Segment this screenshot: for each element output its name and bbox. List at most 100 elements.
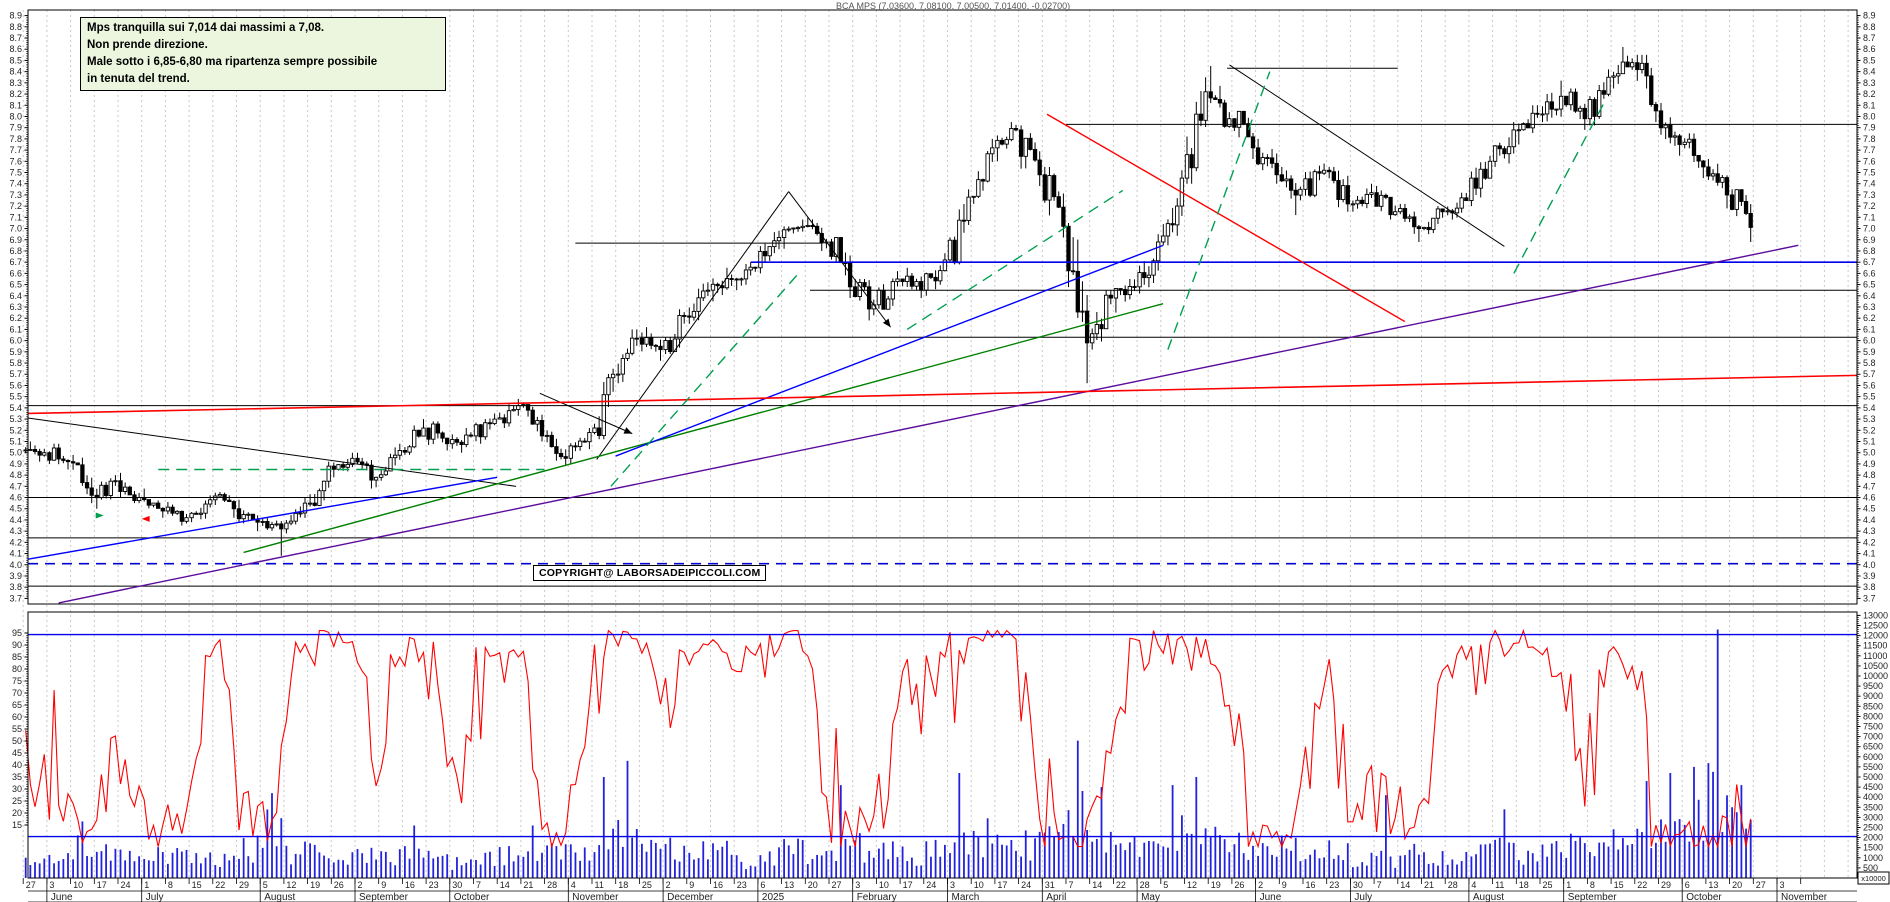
- svg-text:19: 19: [1211, 880, 1221, 890]
- svg-text:November: November: [1781, 892, 1828, 902]
- svg-text:3.7: 3.7: [1863, 593, 1876, 603]
- svg-text:35: 35: [12, 772, 22, 782]
- svg-text:16: 16: [713, 880, 723, 890]
- svg-text:8000: 8000: [1863, 711, 1883, 721]
- svg-text:24: 24: [121, 880, 131, 890]
- svg-text:50: 50: [12, 736, 22, 746]
- svg-text:26: 26: [1234, 880, 1244, 890]
- svg-text:7.4: 7.4: [9, 179, 22, 189]
- svg-text:10: 10: [974, 880, 984, 890]
- svg-text:2000: 2000: [1863, 833, 1883, 843]
- svg-text:6.2: 6.2: [9, 313, 22, 323]
- svg-text:7.8: 7.8: [9, 134, 22, 144]
- svg-text:60: 60: [12, 712, 22, 722]
- svg-text:5.5: 5.5: [1863, 392, 1876, 402]
- svg-text:70: 70: [12, 688, 22, 698]
- svg-text:12: 12: [1187, 880, 1197, 890]
- svg-text:7.7: 7.7: [1863, 145, 1876, 155]
- svg-text:3.7: 3.7: [9, 593, 22, 603]
- svg-text:May: May: [1141, 892, 1160, 902]
- svg-text:5: 5: [263, 880, 268, 890]
- svg-text:1500: 1500: [1863, 843, 1883, 853]
- svg-text:26: 26: [334, 880, 344, 890]
- svg-text:7.5: 7.5: [1863, 168, 1876, 178]
- svg-text:8.5: 8.5: [1863, 55, 1876, 65]
- svg-text:7.6: 7.6: [1863, 156, 1876, 166]
- svg-text:11: 11: [595, 880, 604, 890]
- svg-text:4.8: 4.8: [9, 470, 22, 480]
- svg-text:80: 80: [12, 664, 22, 674]
- svg-text:6.0: 6.0: [1863, 336, 1876, 346]
- svg-text:6.3: 6.3: [9, 302, 22, 312]
- svg-text:3: 3: [49, 880, 54, 890]
- svg-text:4.9: 4.9: [1863, 459, 1876, 469]
- svg-text:7: 7: [1069, 880, 1074, 890]
- svg-text:July: July: [146, 892, 164, 902]
- svg-text:2: 2: [1258, 880, 1263, 890]
- svg-text:5.5: 5.5: [9, 392, 22, 402]
- svg-text:3.9: 3.9: [9, 571, 22, 581]
- svg-text:7.4: 7.4: [1863, 179, 1876, 189]
- svg-text:September: September: [359, 892, 409, 902]
- svg-text:95: 95: [12, 628, 22, 638]
- svg-text:9: 9: [689, 880, 694, 890]
- svg-text:8.7: 8.7: [9, 33, 22, 43]
- svg-text:6000: 6000: [1863, 752, 1883, 762]
- svg-text:30: 30: [452, 880, 462, 890]
- svg-text:25: 25: [1543, 880, 1553, 890]
- svg-text:4: 4: [571, 880, 576, 890]
- svg-text:December: December: [667, 892, 714, 902]
- svg-text:February: February: [857, 892, 897, 902]
- svg-text:7.9: 7.9: [1863, 123, 1876, 133]
- svg-text:4: 4: [1471, 880, 1476, 890]
- svg-text:24: 24: [926, 880, 936, 890]
- svg-text:4.3: 4.3: [1863, 526, 1876, 536]
- svg-text:7.9: 7.9: [9, 123, 22, 133]
- svg-text:16: 16: [405, 880, 415, 890]
- svg-text:85: 85: [12, 652, 22, 662]
- svg-text:5000: 5000: [1863, 772, 1883, 782]
- svg-text:October: October: [454, 892, 490, 902]
- svg-text:5.7: 5.7: [1863, 369, 1876, 379]
- svg-text:4.5: 4.5: [1863, 504, 1876, 514]
- svg-text:8.2: 8.2: [1863, 89, 1876, 99]
- svg-text:65: 65: [12, 700, 22, 710]
- svg-text:25: 25: [642, 880, 652, 890]
- svg-text:13: 13: [1708, 880, 1718, 890]
- svg-text:4.0: 4.0: [1863, 560, 1876, 570]
- svg-text:10000: 10000: [1863, 671, 1888, 681]
- svg-text:6.5: 6.5: [1863, 280, 1876, 290]
- svg-text:20: 20: [1732, 880, 1742, 890]
- annotation-line: Male sotto i 6,85-6,80 ma ripartenza sem…: [87, 56, 378, 68]
- svg-text:8.6: 8.6: [1863, 44, 1876, 54]
- svg-text:24: 24: [1021, 880, 1031, 890]
- svg-text:5.1: 5.1: [1863, 436, 1876, 446]
- svg-text:25: 25: [12, 796, 22, 806]
- svg-text:9: 9: [381, 880, 386, 890]
- svg-text:29: 29: [239, 880, 249, 890]
- svg-text:6: 6: [760, 880, 765, 890]
- svg-text:x10000: x10000: [1861, 874, 1886, 883]
- svg-text:21: 21: [1424, 880, 1434, 890]
- svg-text:30: 30: [1353, 880, 1363, 890]
- svg-text:6.1: 6.1: [1863, 324, 1876, 334]
- svg-text:5.3: 5.3: [9, 414, 22, 424]
- svg-text:8.2: 8.2: [9, 89, 22, 99]
- svg-text:11000: 11000: [1863, 651, 1887, 661]
- copyright-badge: COPYRIGHT@ LABORSADEIPICCOLI.COM: [533, 565, 767, 581]
- svg-text:5.8: 5.8: [1863, 358, 1876, 368]
- svg-text:23: 23: [737, 880, 747, 890]
- svg-text:6500: 6500: [1863, 742, 1883, 752]
- svg-text:12000: 12000: [1863, 631, 1888, 641]
- svg-text:4.2: 4.2: [9, 537, 22, 547]
- svg-text:7.3: 7.3: [1863, 190, 1876, 200]
- svg-text:March: March: [952, 892, 980, 902]
- svg-text:3: 3: [950, 880, 955, 890]
- svg-text:August: August: [264, 892, 295, 902]
- svg-text:9: 9: [1282, 880, 1287, 890]
- svg-text:6.9: 6.9: [1863, 235, 1876, 245]
- svg-text:April: April: [1046, 892, 1066, 902]
- svg-text:55: 55: [12, 724, 22, 734]
- svg-text:5.9: 5.9: [1863, 347, 1876, 357]
